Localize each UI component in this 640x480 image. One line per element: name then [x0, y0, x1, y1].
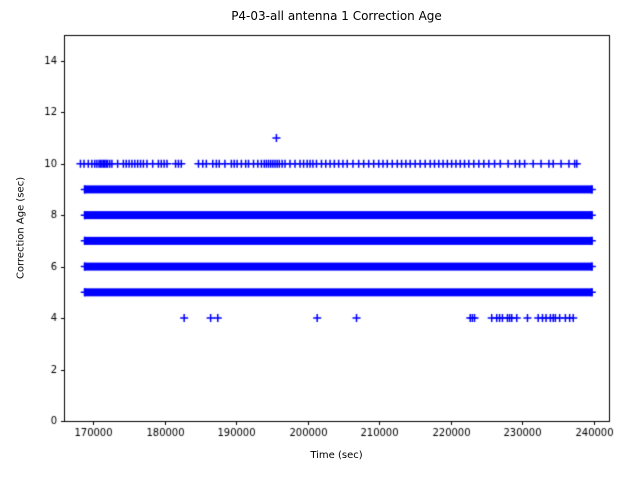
chart-title: P4-03-all antenna 1 Correction Age — [231, 9, 442, 23]
x-axis-label: Time (sec) — [310, 450, 363, 461]
y-axis-label: Correction Age (sec) — [15, 176, 27, 280]
